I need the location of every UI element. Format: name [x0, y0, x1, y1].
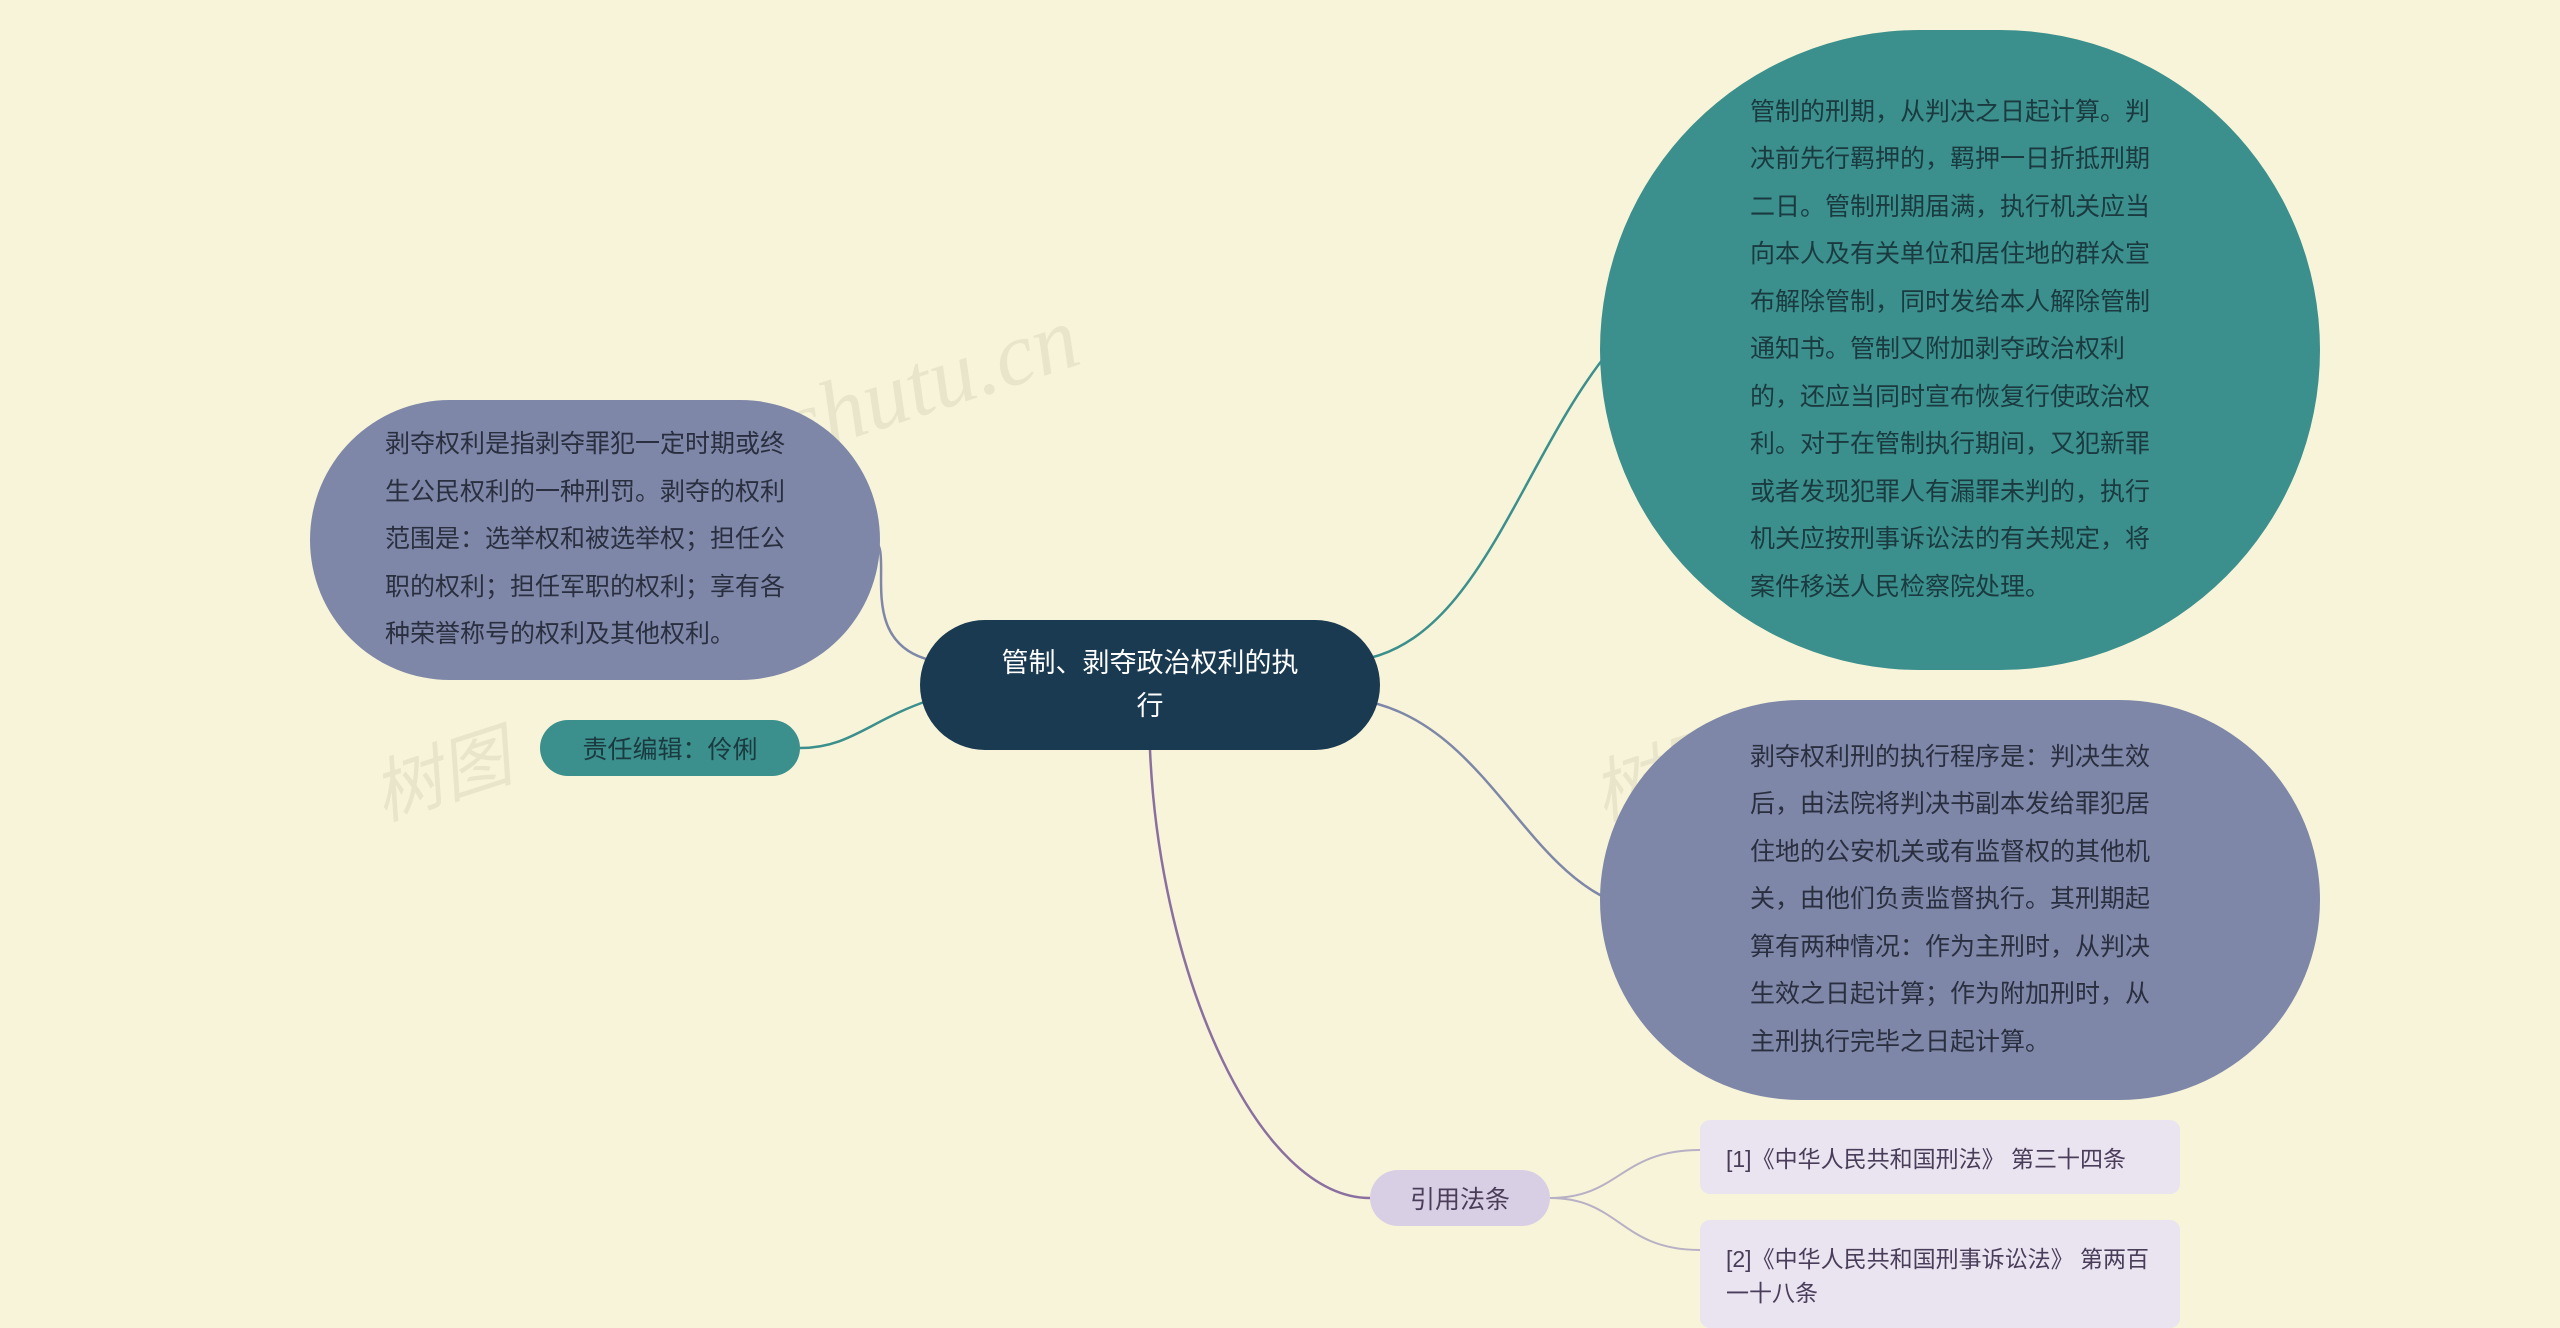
- node-deprive-rights-text: 剥夺权利是指剥夺罪犯一定时期或终生公民权利的一种刑罚。剥夺的权利范围是：选举权和…: [385, 421, 805, 659]
- node-citations-label-text: 引用法条: [1410, 1180, 1510, 1216]
- node-control-term-text: 管制的刑期，从判决之日起计算。判决前先行羁押的，羁押一日折抵刑期二日。管制刑期届…: [1750, 89, 2170, 612]
- center-title-line1: 管制、剥夺政治权利的执: [1002, 642, 1299, 685]
- watermark: 树图: [358, 701, 522, 840]
- node-deprive-rights[interactable]: 剥夺权利是指剥夺罪犯一定时期或终生公民权利的一种刑罚。剥夺的权利范围是：选举权和…: [310, 400, 880, 680]
- node-editor-text: 责任编辑：伶俐: [582, 730, 757, 766]
- citation-item-text: [1]《中华人民共和国刑法》 第三十四条: [1726, 1146, 2126, 1172]
- node-execution-procedure-text: 剥夺权利刑的执行程序是：判决生效后，由法院将判决书副本发给罪犯居住地的公安机关或…: [1750, 734, 2170, 1067]
- citation-item[interactable]: [1]《中华人民共和国刑法》 第三十四条: [1700, 1120, 2180, 1194]
- node-execution-procedure[interactable]: 剥夺权利刑的执行程序是：判决生效后，由法院将判决书副本发给罪犯居住地的公安机关或…: [1600, 700, 2320, 1100]
- node-control-term[interactable]: 管制的刑期，从判决之日起计算。判决前先行羁押的，羁押一日折抵刑期二日。管制刑期届…: [1600, 30, 2320, 670]
- node-citations-label[interactable]: 引用法条: [1370, 1170, 1550, 1226]
- citation-item[interactable]: [2]《中华人民共和国刑事诉讼法》 第两百一十八条: [1700, 1220, 2180, 1328]
- node-editor[interactable]: 责任编辑：伶俐: [540, 720, 800, 776]
- center-title-line2: 行: [1002, 685, 1299, 728]
- citation-item-text: [2]《中华人民共和国刑事诉讼法》 第两百一十八条: [1726, 1246, 2149, 1306]
- center-node[interactable]: 管制、剥夺政治权利的执 行: [920, 620, 1380, 750]
